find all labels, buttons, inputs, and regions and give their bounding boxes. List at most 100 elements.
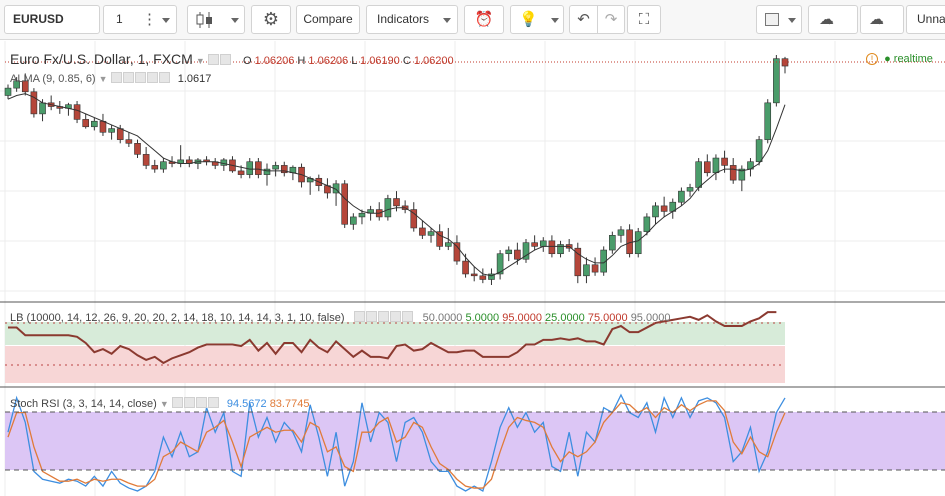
stoch-legend: Stoch RSI (3, 3, 14, 14, close) ▼ 94.567… [10,397,309,410]
lightbulb-icon: 💡 [519,11,538,28]
candle-body [82,119,89,128]
interval-selector[interactable]: 1 ⋮ [103,5,177,34]
symbol-search[interactable]: EURUSD [4,5,100,34]
close-icon[interactable] [207,397,219,408]
candle-body [574,247,582,277]
candle [660,196,668,217]
symbol-label: EURUSD [13,12,64,26]
eye-icon[interactable] [353,311,365,322]
undo-button[interactable]: ↶ [569,5,597,34]
candle-body [557,244,564,255]
lb-upper-band [5,322,785,345]
download-arrow-icon: ↓ [827,16,832,27]
more-icon[interactable] [377,311,389,322]
add-icon[interactable] [389,311,401,322]
candle [634,227,642,258]
chart-style-button[interactable] [187,5,245,34]
indicators-button[interactable]: Indicators [366,5,458,34]
candle [678,187,685,206]
layout-button[interactable] [756,5,802,34]
candle [755,135,763,166]
candle-body [427,231,435,236]
candle-body [436,231,443,247]
candle [574,242,582,284]
chevron-down-icon[interactable]: ▼ [159,399,169,409]
close-icon[interactable] [219,54,231,65]
compare-button[interactable]: Compare [296,5,360,34]
settings-icon[interactable] [207,54,219,65]
candles-icon [196,12,212,28]
candle [609,231,616,254]
main-legend: Euro Fx/U.S. Dollar, 1, FXCM ▼ O 1.06206… [10,51,454,67]
chart-area[interactable]: Euro Fx/U.S. Dollar, 1, FXCM ▼ O 1.06206… [0,41,945,496]
settings-icon[interactable] [365,311,377,322]
candle [401,200,409,214]
candle [773,55,780,107]
candle-body [773,58,780,104]
add-icon[interactable] [146,72,158,83]
stoch-d-line [7,400,786,489]
candle [99,113,107,136]
candles [4,55,789,285]
more-icon[interactable] [134,72,146,83]
layout-name-field[interactable]: Unna [906,5,945,34]
candle-body [479,275,487,280]
candle [194,158,202,170]
candle [686,183,694,197]
settings-button[interactable]: ⚙ [251,5,291,34]
eye-icon[interactable] [110,72,122,83]
candle-body [764,102,772,140]
settings-icon[interactable] [183,397,195,408]
alma-label: ALMA (9, 0.85, 6) [10,73,96,85]
chevron-down-icon[interactable]: ▼ [98,74,108,84]
eye-icon[interactable] [171,397,183,408]
lb-legend: LB (10000, 14, 12, 26, 9, 20, 20, 2, 14,… [10,311,670,324]
candle [470,266,478,282]
candle-body [686,187,694,192]
compare-label: Compare [303,12,353,26]
alert-button[interactable]: ⏰ [464,5,504,34]
candle [729,158,737,184]
square-icon [765,13,779,26]
candle-body [134,143,141,155]
more-icon[interactable] [195,397,207,408]
redo-button[interactable]: ↷ [597,5,625,34]
candle [738,165,746,192]
candle [142,147,150,170]
ohlc-close: 1.06200 [413,55,454,67]
candle-body [30,91,38,115]
ideas-button[interactable]: 💡 [510,5,564,34]
candle-body [703,161,711,174]
candle [4,84,12,100]
candle-body [695,161,702,188]
chart-canvas[interactable] [0,41,945,496]
chevron-down-icon[interactable]: ▼ [195,56,205,66]
candle [108,124,115,140]
candle [505,246,513,262]
stoch-d-value: 83.7745 [269,398,310,410]
ohlc-close-label: C [402,55,411,67]
warning-icon[interactable]: ! [866,53,878,65]
save-layout-button[interactable]: ☁ ↑ [860,5,904,34]
stoch-k-line [7,393,786,492]
candle [652,202,659,225]
candle [496,250,504,280]
ohlc-high: 1.06206 [308,55,349,67]
candle [410,202,418,232]
candle [47,95,55,111]
close-icon[interactable] [158,72,170,83]
settings-icon[interactable] [122,72,134,83]
candle-body [116,128,124,140]
candle-body [660,205,668,212]
candle-body [142,154,150,166]
close-icon[interactable] [401,311,413,322]
load-layout-button[interactable]: ☁ ↓ [808,5,858,34]
candle [557,240,564,258]
candle-body [341,183,349,225]
candle [427,227,435,243]
candle-body [591,264,599,273]
fullscreen-button[interactable]: ⛶ [627,5,661,34]
candle-body [652,205,659,218]
candle [160,158,167,173]
candle-body [444,242,452,247]
